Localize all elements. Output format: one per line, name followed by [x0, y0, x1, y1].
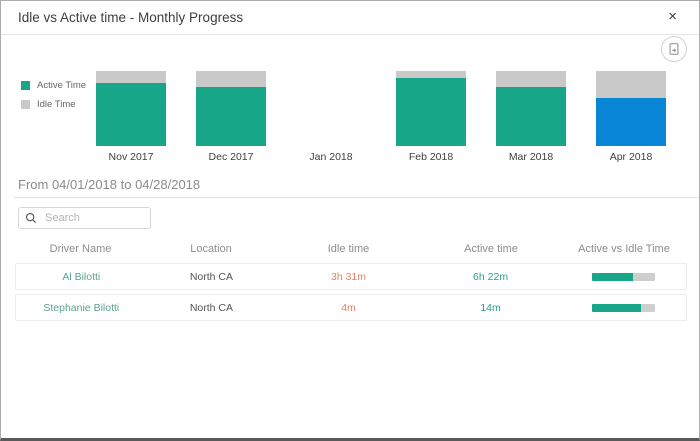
search-input[interactable]: [43, 211, 144, 225]
idle-segment: [496, 71, 566, 87]
legend-label: Active Time: [37, 80, 87, 91]
month-label: Dec 2017: [208, 151, 254, 163]
column-header-active-vs-idle-time: Active vs Idle Time: [578, 243, 670, 255]
location-cell: North CA: [189, 301, 233, 314]
date-range-heading: From 04/01/2018 to 04/28/2018: [18, 177, 201, 192]
section-divider: [14, 197, 699, 198]
table-row-al-bilotti[interactable]: Al Bilotti North CA 3h 31m 6h 22m: [15, 263, 687, 290]
month-label: Jan 2018: [309, 151, 353, 163]
month-label: Nov 2017: [108, 151, 154, 163]
idle-time-cell: 3h 31m: [330, 270, 367, 283]
chart-slot-apr-2018: Apr 2018: [581, 71, 681, 163]
legend-swatch-icon: [21, 81, 30, 90]
active-segment: [596, 98, 666, 146]
stacked-bar-apr-2018[interactable]: [596, 71, 666, 146]
active-vs-idle-cell: [560, 303, 686, 312]
active-time-cell: 14m: [480, 301, 501, 314]
column-header-driver-name: Driver Name: [49, 243, 112, 255]
legend-item-active-time[interactable]: Active Time: [21, 80, 86, 91]
chart-slot-jan-2018: Jan 2018: [281, 71, 381, 163]
idle-segment: [396, 71, 466, 78]
location-cell: North CA: [189, 270, 233, 283]
legend-label: Idle Time: [37, 99, 76, 110]
export-report-icon: [669, 43, 679, 55]
stacked-bar-nov-2017[interactable]: [96, 71, 166, 146]
month-label: Feb 2018: [408, 151, 454, 163]
driver-name-cell: Al Bilotti: [62, 270, 101, 283]
monthly-progress-chart: Nov 2017 Dec 2017 Jan 2018 Feb 2018 Mar 2018…: [81, 71, 681, 163]
chart-slot-nov-2017: Nov 2017: [81, 71, 181, 163]
legend-swatch-icon: [21, 100, 30, 109]
active-segment: [196, 86, 266, 146]
idle-segment: [196, 71, 266, 87]
column-header-idle-time: Idle time: [327, 243, 370, 255]
search-box[interactable]: [18, 207, 151, 229]
search-icon: [25, 212, 37, 224]
month-label: Mar 2018: [508, 151, 554, 163]
export-button[interactable]: [661, 36, 687, 62]
stacked-bar-dec-2017[interactable]: [196, 71, 266, 146]
table-header-row: Driver Name Location Idle time Active time A…: [15, 239, 687, 259]
chart-legend: Active Time Idle Time: [21, 80, 86, 118]
ratio-bar-track: [591, 303, 655, 312]
chart-slot-dec-2017: Dec 2017: [181, 71, 281, 163]
idle-time-cell: 4m: [341, 301, 356, 314]
ratio-bar-track: [591, 272, 655, 281]
stacked-bar-mar-2018[interactable]: [496, 71, 566, 146]
active-segment: [396, 77, 466, 146]
dialog-title: Idle vs Active time - Monthly Progress: [18, 10, 244, 25]
idle-segment: [596, 71, 666, 98]
ratio-bar-fill: [591, 303, 641, 312]
chart-slot-feb-2018: Feb 2018: [381, 71, 481, 163]
idle-segment: [96, 71, 166, 83]
active-segment: [96, 83, 166, 146]
table-row-stephanie-bilotti[interactable]: Stephanie Bilotti North CA 4m 14m: [15, 294, 687, 321]
column-header-active-time: Active time: [464, 243, 518, 255]
stacked-bar-jan-2018[interactable]: [296, 71, 366, 146]
ratio-bar-fill: [591, 272, 633, 281]
active-segment: [496, 86, 566, 146]
active-time-cell: 6h 22m: [473, 270, 509, 283]
stacked-bar-feb-2018[interactable]: [396, 71, 466, 146]
column-header-location: Location: [190, 243, 232, 255]
month-label: Apr 2018: [609, 151, 653, 163]
driver-name-cell: Stephanie Bilotti: [43, 301, 120, 314]
drivers-table: Driver Name Location Idle time Active time A…: [15, 239, 687, 321]
table-body: Al Bilotti North CA 3h 31m 6h 22m Stephanie …: [15, 263, 687, 321]
chart-slot-mar-2018: Mar 2018: [481, 71, 581, 163]
dialog-header: Idle vs Active time - Monthly Progress ×: [1, 1, 699, 35]
legend-item-idle-time[interactable]: Idle Time: [21, 99, 86, 110]
close-icon[interactable]: ×: [668, 8, 677, 25]
active-vs-idle-cell: [560, 272, 686, 281]
